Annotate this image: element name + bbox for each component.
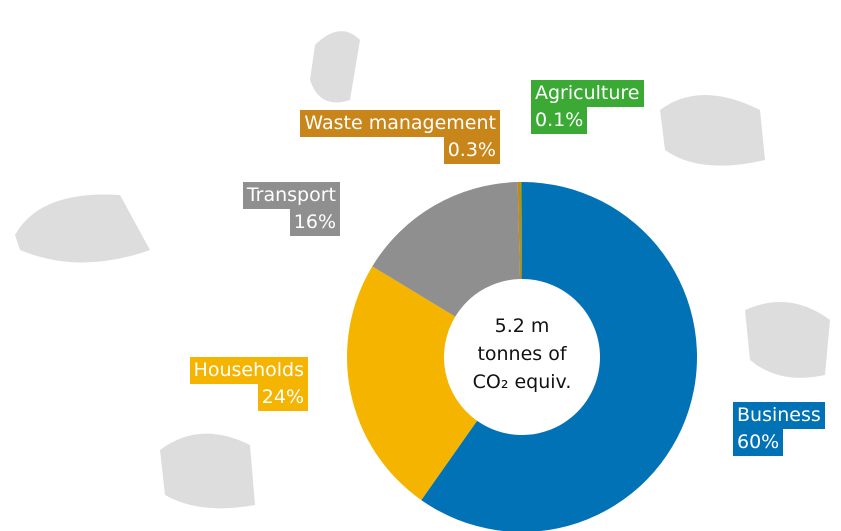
slice-label: Business 60% [733, 402, 825, 456]
label-text: Transport [242, 182, 340, 209]
label-text: 16% [289, 209, 340, 236]
business-icon-blob [745, 302, 830, 378]
donut-slice [517, 182, 522, 280]
agriculture-icon-blob [660, 95, 765, 166]
center-line: CO₂ equiv. [472, 371, 572, 393]
label-text: 60% [733, 429, 784, 456]
label-text: 0.1% [531, 107, 588, 134]
label-text: 0.3% [443, 137, 500, 164]
donut-slice [421, 182, 697, 531]
label-text: Agriculture [531, 80, 644, 107]
donut-slice [372, 182, 521, 317]
label-text: Households [189, 357, 308, 384]
slice-label: Transport 16% [242, 182, 340, 236]
label-text: Business [733, 402, 825, 429]
slice-label: Agriculture 0.1% [531, 80, 644, 134]
center-line: 5.2 m [494, 315, 550, 337]
waste-icon-blob [310, 31, 360, 103]
slice-label: Households 24% [189, 357, 308, 411]
center-line: tonnes of [477, 343, 567, 365]
center-text: 5.2 m tonnes of CO₂ equiv. [452, 312, 592, 396]
illustrations [15, 31, 830, 509]
label-text: Waste management [300, 110, 500, 137]
label-text: 24% [257, 384, 308, 411]
households-icon-blob [160, 433, 255, 509]
donut-slice [347, 266, 478, 501]
slice-label: Waste management 0.3% [300, 110, 500, 164]
transport-icon-blob [15, 194, 150, 263]
donut-slice [520, 182, 522, 280]
